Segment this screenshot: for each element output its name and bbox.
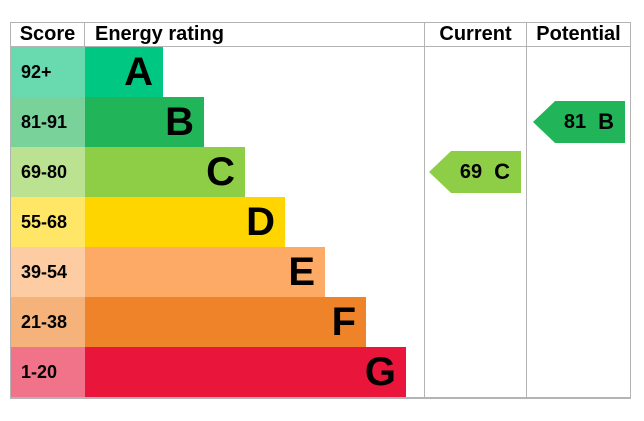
current-cell bbox=[424, 197, 526, 247]
band-row-g: 1-20 G bbox=[11, 347, 631, 397]
current-cell bbox=[424, 47, 526, 97]
score-cell: 81-91 bbox=[11, 97, 85, 147]
potential-cell bbox=[526, 247, 631, 297]
band-letter: B bbox=[165, 100, 194, 144]
current-arrow: 69 C bbox=[429, 151, 521, 193]
header-potential: Potential bbox=[526, 23, 631, 46]
score-cell: 39-54 bbox=[11, 247, 85, 297]
band-letter: C bbox=[206, 150, 235, 194]
rating-bar: D bbox=[85, 197, 285, 247]
header-score: Score bbox=[11, 23, 85, 46]
current-cell bbox=[424, 297, 526, 347]
current-cell bbox=[424, 97, 526, 147]
rating-bar: G bbox=[85, 347, 406, 397]
current-cell bbox=[424, 247, 526, 297]
potential-cell bbox=[526, 197, 631, 247]
potential-value: 81 bbox=[563, 110, 587, 133]
potential-cell bbox=[526, 347, 631, 397]
band-letter: G bbox=[364, 350, 396, 394]
band-row-d: 55-68 D bbox=[11, 197, 631, 247]
rating-bar: F bbox=[85, 297, 366, 347]
bar-area: C bbox=[85, 147, 424, 197]
epc-rating-chart: Score Energy rating Current Potential 92… bbox=[10, 22, 631, 399]
score-cell: 55-68 bbox=[11, 197, 85, 247]
bar-area: F bbox=[85, 297, 424, 347]
potential-cell bbox=[526, 297, 631, 347]
band-letter: D bbox=[246, 200, 275, 244]
bar-area: G bbox=[85, 347, 424, 397]
band-row-f: 21-38 F bbox=[11, 297, 631, 347]
current-value: 69 bbox=[459, 160, 483, 183]
current-cell bbox=[424, 347, 526, 397]
potential-letter: B bbox=[598, 109, 615, 134]
band-row-e: 39-54 E bbox=[11, 247, 631, 297]
score-cell: 92+ bbox=[11, 47, 85, 97]
rating-bar: E bbox=[85, 247, 325, 297]
bar-area: A bbox=[85, 47, 424, 97]
bar-area: E bbox=[85, 247, 424, 297]
potential-cell bbox=[526, 147, 631, 197]
score-cell: 69-80 bbox=[11, 147, 85, 197]
rating-bar: A bbox=[85, 47, 163, 97]
bar-area: D bbox=[85, 197, 424, 247]
current-cell: 69 C bbox=[424, 147, 526, 197]
bar-area: B bbox=[85, 97, 424, 147]
header-energy-rating: Energy rating bbox=[95, 23, 224, 45]
current-letter: C bbox=[494, 159, 511, 184]
potential-cell bbox=[526, 47, 631, 97]
band-row-a: 92+ A bbox=[11, 47, 631, 97]
band-letter: F bbox=[331, 300, 356, 344]
band-row-c: 69-80 C 69 C bbox=[11, 147, 631, 197]
header-row: Score Energy rating Current Potential bbox=[11, 23, 631, 47]
rating-bar: C bbox=[85, 147, 245, 197]
score-cell: 1-20 bbox=[11, 347, 85, 397]
band-letter: A bbox=[124, 50, 153, 94]
band-letter: E bbox=[288, 250, 315, 294]
potential-arrow: 81 B bbox=[533, 101, 625, 143]
score-cell: 21-38 bbox=[11, 297, 85, 347]
band-row-b: 81-91 B 81 B bbox=[11, 97, 631, 147]
rating-bar: B bbox=[85, 97, 204, 147]
header-current: Current bbox=[424, 23, 526, 46]
potential-cell: 81 B bbox=[526, 97, 631, 147]
